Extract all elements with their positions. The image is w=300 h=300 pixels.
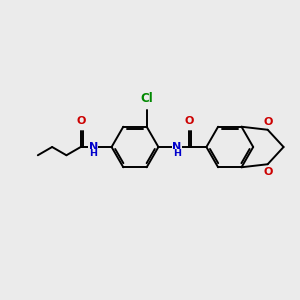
Text: O: O <box>264 167 273 177</box>
Text: H: H <box>89 149 97 158</box>
Text: N: N <box>89 142 98 152</box>
Text: N: N <box>172 142 181 152</box>
Text: O: O <box>184 116 194 126</box>
Text: H: H <box>173 149 181 158</box>
Text: Cl: Cl <box>140 92 153 105</box>
Text: O: O <box>264 117 273 127</box>
Text: O: O <box>76 116 86 126</box>
